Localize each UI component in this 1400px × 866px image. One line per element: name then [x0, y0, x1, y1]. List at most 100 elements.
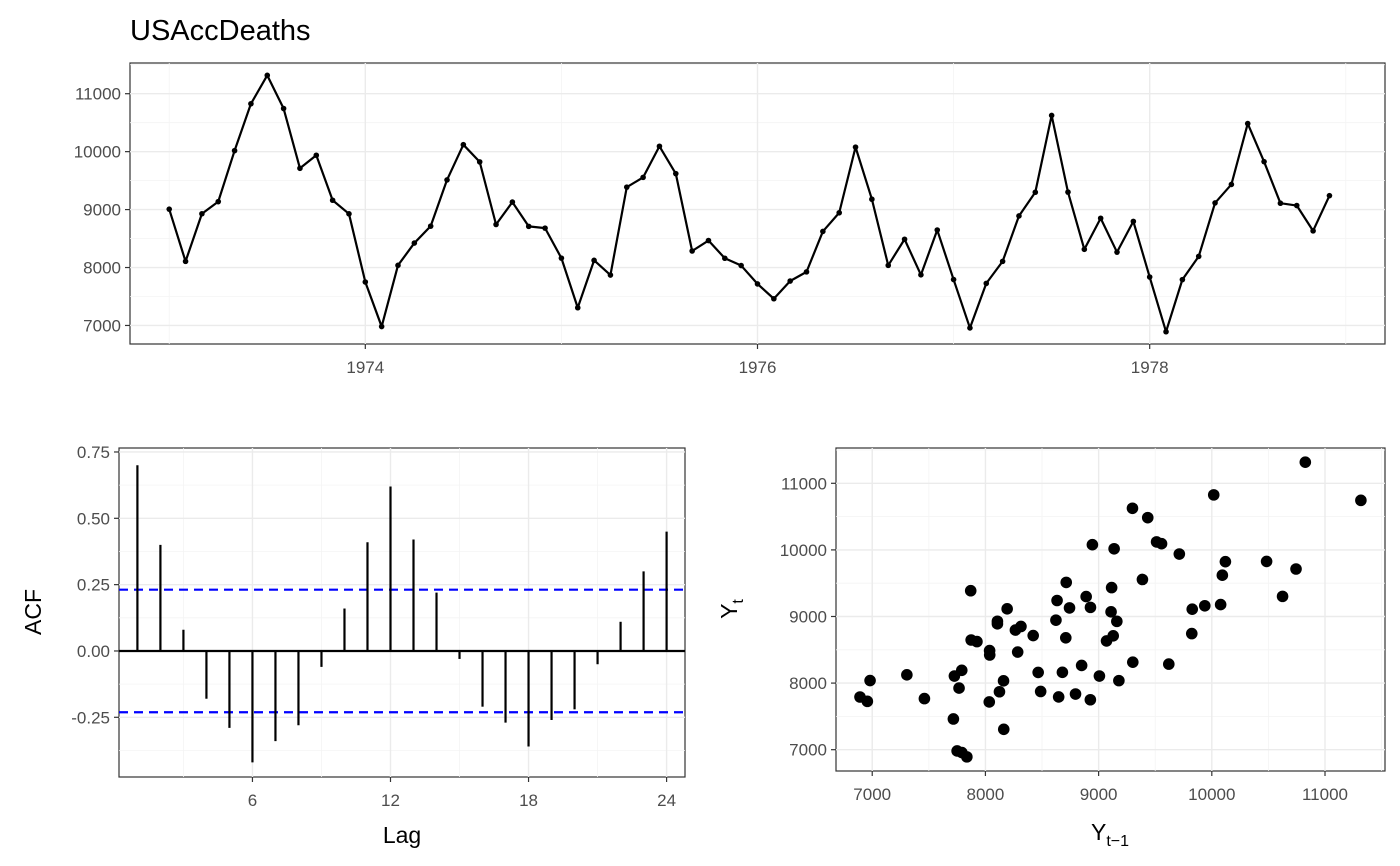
x-tick-label: 1974	[346, 358, 384, 377]
scatter-point	[993, 685, 1006, 698]
lag-plot-data	[854, 456, 1367, 763]
data-point	[738, 262, 744, 269]
scatter-point	[1080, 590, 1092, 603]
data-point	[1065, 189, 1071, 195]
data-point	[950, 276, 957, 283]
scatter-point	[864, 674, 876, 687]
scatter-point	[983, 644, 996, 657]
data-point	[248, 100, 254, 107]
data-point	[444, 177, 450, 183]
chart-title: USAccDeaths	[130, 15, 311, 47]
y-tick-label: 8000	[789, 674, 827, 693]
data-point	[166, 206, 173, 212]
data-point	[427, 223, 434, 229]
scatter-point	[1113, 674, 1125, 687]
data-point	[346, 211, 352, 217]
data-point	[722, 255, 728, 262]
lag-plot-y-axis-title-sub: t	[730, 599, 747, 604]
scatter-point	[1126, 656, 1139, 668]
scatter-point	[1355, 494, 1367, 507]
data-point	[1326, 192, 1333, 199]
scatter-point	[1173, 548, 1186, 560]
y-tick-label: 7000	[789, 741, 827, 760]
data-point	[852, 144, 859, 150]
data-point	[705, 237, 712, 244]
scatter-point	[1069, 688, 1082, 700]
scatter-point	[1198, 599, 1211, 612]
scatter-point	[1216, 569, 1229, 582]
data-point	[820, 228, 826, 235]
data-point	[983, 280, 990, 287]
data-point	[199, 210, 205, 217]
data-point	[967, 325, 973, 331]
data-point	[771, 295, 777, 302]
scatter-point	[1050, 614, 1062, 626]
scatter-point	[1276, 590, 1289, 603]
data-point	[313, 152, 320, 159]
data-point	[1032, 189, 1039, 196]
scatter-point	[1001, 603, 1013, 615]
scatter-point	[953, 682, 965, 694]
scatter-point	[1299, 456, 1312, 468]
scatter-point	[1032, 666, 1044, 679]
data-point	[885, 262, 892, 269]
data-point	[542, 225, 548, 231]
scatter-point	[1027, 629, 1039, 642]
acf-y-axis-title: ACF	[20, 589, 46, 635]
data-point	[1228, 181, 1235, 188]
data-point	[362, 279, 369, 285]
data-point	[672, 170, 679, 177]
scatter-point	[1093, 670, 1106, 682]
acf-x-axis-title: Lag	[383, 822, 421, 848]
data-point	[297, 165, 303, 172]
scatter-point	[1162, 658, 1175, 670]
y-tick-label: 11000	[781, 474, 827, 493]
data-point	[787, 278, 793, 284]
data-point	[1244, 120, 1251, 127]
scatter-point	[901, 669, 913, 681]
data-point	[1114, 249, 1120, 255]
x-tick-label: 6	[248, 791, 257, 810]
scatter-point	[1186, 603, 1199, 615]
scatter-point	[1155, 537, 1168, 550]
data-point	[1163, 328, 1169, 335]
data-point	[1212, 200, 1218, 206]
data-point	[869, 196, 875, 203]
lag-plot-panel: 7000 8000 9000 10000 11000 7000 8000 9000 10000…	[716, 447, 1386, 850]
data-point	[1130, 218, 1137, 225]
scatter-point	[1056, 666, 1069, 679]
time-series-panel: 7000 8000 9000 10000 11000 1974 1976 1978	[74, 62, 1386, 377]
scatter-point	[854, 691, 866, 703]
scatter-point	[1100, 635, 1113, 647]
data-point	[395, 262, 401, 269]
x-tick-label: 1978	[1131, 358, 1169, 377]
scatter-point	[1214, 598, 1227, 611]
acf-panel: -0.25 0.00 0.25 0.50 0.75 6 12 18 24 Lag ACF	[20, 443, 686, 848]
data-point	[329, 197, 336, 204]
data-point	[182, 258, 189, 265]
data-point	[1048, 112, 1055, 119]
scatter-point	[947, 713, 960, 725]
scatter-point	[1060, 576, 1073, 589]
data-point	[607, 272, 614, 278]
lag-plot-x-ticks: 7000 8000 9000 10000 11000	[853, 771, 1348, 804]
data-point	[1277, 200, 1284, 207]
data-point	[1016, 213, 1022, 219]
scatter-point	[1105, 581, 1118, 594]
scatter-point	[1052, 691, 1065, 703]
x-tick-label: 10000	[1188, 785, 1235, 804]
y-tick-label: 10000	[780, 541, 827, 560]
scatter-point	[1136, 573, 1149, 586]
data-point	[656, 143, 663, 150]
data-point	[574, 304, 581, 311]
data-point	[476, 159, 483, 165]
x-tick-label: 24	[657, 791, 676, 810]
data-point	[264, 72, 271, 79]
data-point	[1195, 253, 1202, 260]
scatter-point	[1185, 627, 1198, 640]
data-point	[1081, 246, 1088, 253]
y-tick-label: 0.00	[77, 642, 110, 661]
scatter-point	[965, 634, 977, 646]
data-point	[231, 147, 238, 154]
